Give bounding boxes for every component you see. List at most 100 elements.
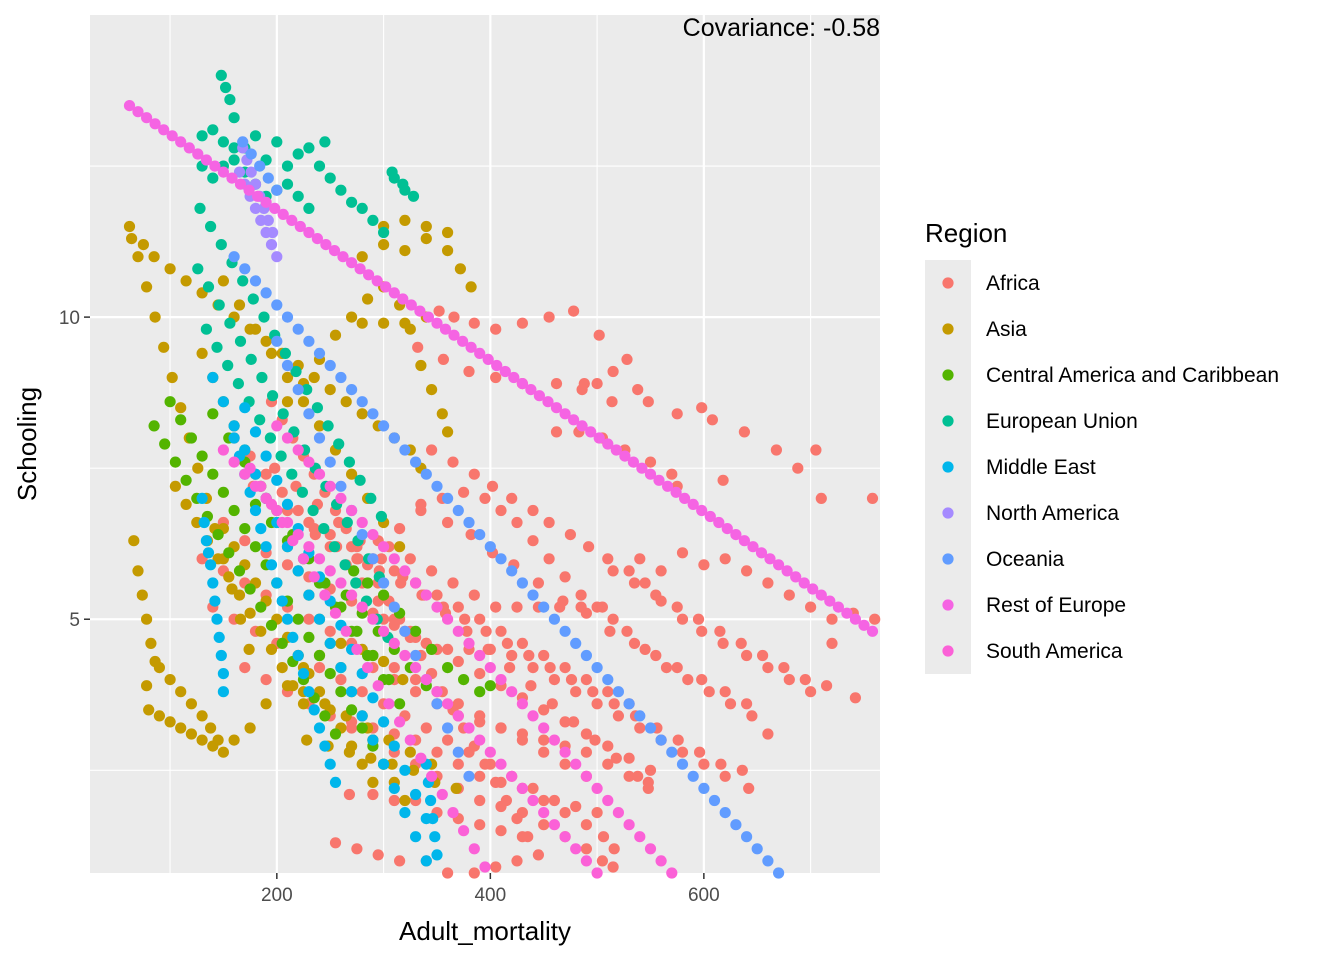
- data-point: [533, 390, 546, 402]
- data-point: [442, 516, 454, 529]
- data-point: [394, 698, 406, 710]
- data-point: [211, 341, 223, 353]
- data-point: [805, 601, 817, 613]
- data-point: [318, 523, 330, 535]
- data-point: [490, 323, 502, 335]
- data-point: [550, 402, 563, 414]
- data-point: [264, 432, 276, 444]
- data-point: [604, 625, 616, 637]
- data-point: [559, 746, 571, 758]
- data-point: [356, 317, 368, 329]
- data-point: [329, 776, 342, 789]
- data-point: [499, 365, 511, 378]
- data-point: [313, 613, 326, 625]
- data-point: [703, 686, 715, 698]
- data-point: [612, 686, 625, 698]
- data-point: [367, 692, 379, 704]
- data-point: [632, 770, 644, 782]
- data-point: [271, 420, 283, 432]
- data-point: [217, 396, 229, 408]
- data-point: [126, 233, 138, 245]
- data-point: [303, 335, 315, 347]
- data-point: [276, 637, 288, 650]
- data-point: [439, 323, 452, 335]
- data-point: [281, 311, 294, 323]
- data-point: [200, 154, 212, 166]
- data-point: [474, 686, 486, 698]
- data-point: [602, 438, 614, 450]
- data-point: [602, 758, 614, 770]
- data-point: [378, 420, 390, 432]
- data-point: [587, 686, 599, 698]
- data-point: [367, 214, 379, 226]
- data-point: [495, 625, 507, 637]
- data-point: [474, 819, 486, 831]
- data-point: [175, 402, 187, 414]
- data-point: [394, 523, 406, 535]
- data-point: [196, 347, 208, 359]
- data-point: [141, 613, 153, 625]
- data-point: [698, 559, 710, 571]
- data-point: [228, 432, 240, 444]
- data-point: [548, 674, 561, 686]
- data-point: [265, 619, 278, 631]
- data-point: [340, 625, 352, 637]
- data-point: [799, 674, 811, 686]
- data-point: [324, 172, 336, 184]
- data-point: [175, 136, 187, 148]
- data-point: [205, 722, 217, 734]
- data-point: [724, 698, 737, 710]
- data-point: [764, 553, 776, 565]
- data-point: [431, 698, 443, 710]
- data-point: [319, 136, 331, 148]
- data-point: [696, 625, 708, 637]
- data-point: [388, 287, 400, 299]
- data-point: [559, 625, 571, 637]
- data-point: [313, 662, 326, 674]
- data-point: [212, 529, 224, 541]
- data-point: [570, 800, 582, 813]
- data-point: [554, 601, 566, 613]
- data-point: [260, 468, 272, 480]
- data-point: [388, 637, 400, 650]
- data-point: [324, 384, 336, 396]
- data-point: [149, 118, 161, 130]
- data-point: [516, 637, 529, 650]
- data-point: [431, 601, 443, 613]
- data-point: [260, 450, 272, 462]
- data-point: [399, 794, 411, 807]
- data-point: [570, 758, 582, 770]
- data-point: [655, 565, 667, 577]
- data-point: [356, 529, 368, 541]
- data-point: [166, 371, 178, 384]
- x-axis-title: Adult_mortality: [399, 916, 571, 946]
- data-point: [591, 378, 603, 390]
- data-point: [548, 819, 561, 831]
- data-point: [495, 825, 507, 837]
- data-point: [378, 317, 390, 329]
- data-point: [399, 649, 411, 662]
- data-point: [404, 746, 416, 758]
- legend-label: Asia: [986, 318, 1027, 341]
- data-point: [704, 510, 716, 523]
- data-point: [386, 166, 398, 178]
- data-point: [468, 843, 480, 855]
- data-point: [356, 251, 368, 263]
- data-point: [458, 825, 470, 837]
- data-point: [738, 426, 751, 438]
- data-point: [607, 565, 619, 577]
- data-point: [281, 160, 294, 172]
- data-point: [696, 674, 708, 686]
- data-point: [333, 438, 345, 450]
- data-point: [436, 408, 448, 420]
- data-point: [538, 746, 550, 758]
- data-point: [506, 686, 518, 698]
- data-point: [286, 468, 298, 480]
- data-point: [743, 782, 755, 795]
- data-point: [543, 311, 555, 323]
- data-point: [431, 849, 443, 861]
- data-point: [207, 408, 219, 420]
- data-point: [580, 674, 593, 686]
- data-point: [807, 583, 819, 595]
- data-point: [696, 504, 708, 517]
